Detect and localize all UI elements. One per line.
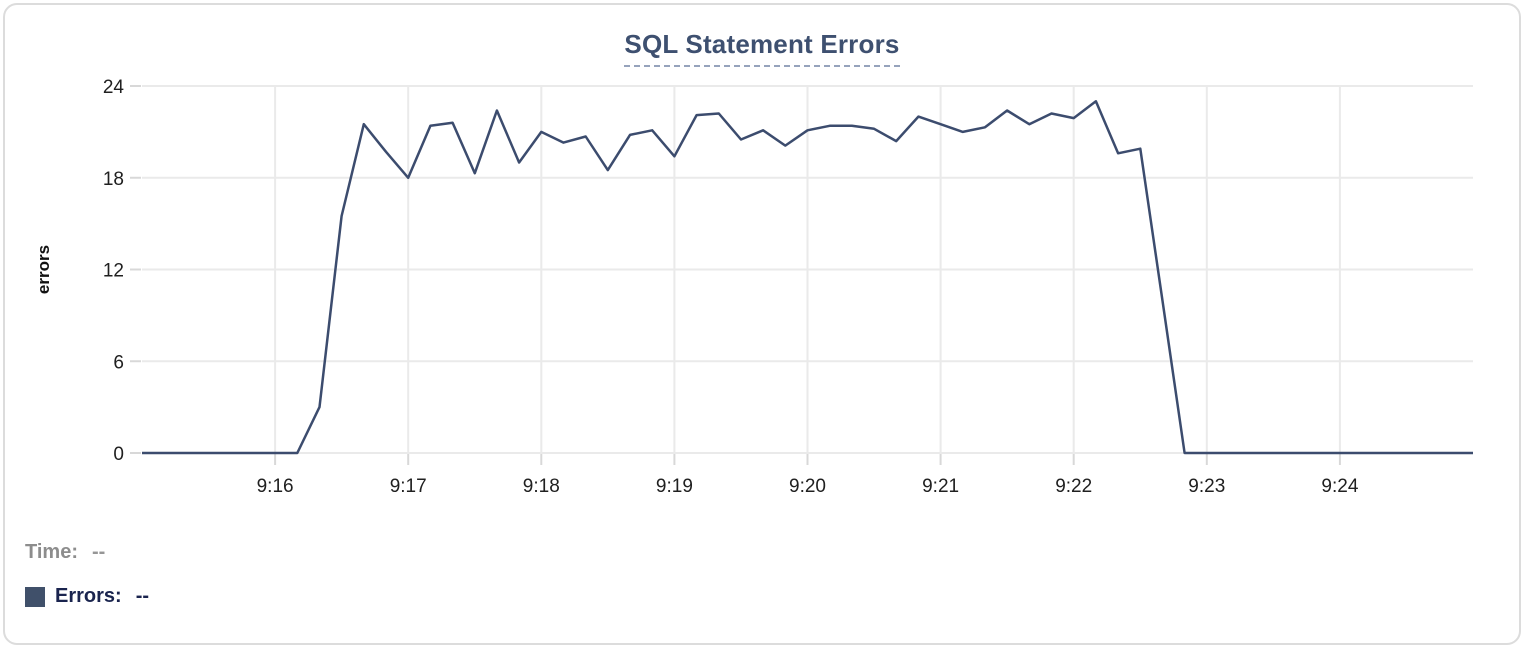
errors-series-swatch	[25, 586, 45, 607]
svg-text:9:22: 9:22	[1055, 476, 1092, 497]
hover-readout-errors: Errors: --	[25, 585, 149, 608]
chart-header: SQL Statement Errors	[5, 29, 1519, 67]
svg-text:9:16: 9:16	[257, 476, 294, 497]
svg-text:9:21: 9:21	[922, 476, 959, 497]
svg-text:9:23: 9:23	[1188, 476, 1225, 497]
y-axis-labels: 0 6 12 18 24	[103, 77, 125, 465]
gridlines	[142, 85, 1473, 454]
svg-text:24: 24	[103, 77, 125, 98]
chart-title[interactable]: SQL Statement Errors	[624, 29, 900, 67]
svg-text:9:24: 9:24	[1321, 476, 1358, 497]
svg-text:9:17: 9:17	[390, 476, 427, 497]
x-axis-labels: 9:16 9:17 9:18 9:19 9:20 9:21 9:22 9:23 9:24	[257, 476, 1359, 497]
svg-text:12: 12	[103, 261, 124, 282]
chart-card: SQL Statement Errors 0 6 12 18 24 9:16 9:17 9:1…	[3, 3, 1521, 645]
svg-text:9:18: 9:18	[523, 476, 560, 497]
svg-text:9:20: 9:20	[789, 476, 826, 497]
svg-text:6: 6	[113, 352, 124, 373]
time-value: --	[91, 541, 106, 563]
axis-ticks	[130, 85, 1341, 465]
svg-text:9:19: 9:19	[656, 476, 693, 497]
svg-text:18: 18	[103, 169, 124, 190]
svg-text:0: 0	[113, 444, 124, 465]
hover-readout-time: Time: --	[25, 541, 105, 564]
errors-label: Errors:	[55, 585, 122, 607]
errors-series-line	[142, 100, 1473, 455]
errors-line-chart[interactable]: 0 6 12 18 24 9:16 9:17 9:18 9:19 9:20 9:21 9:22 9:23…	[5, 5, 1523, 525]
time-label: Time:	[25, 541, 78, 563]
errors-value: --	[135, 585, 150, 607]
y-axis-title: errors	[34, 245, 53, 294]
